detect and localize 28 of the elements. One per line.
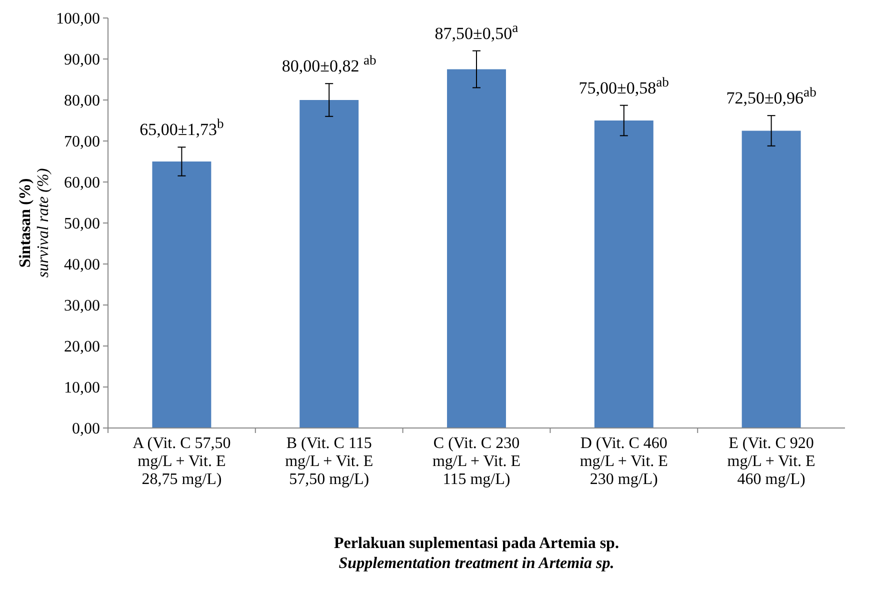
x-tick-label: D (Vit. C 460 mg/L + Vit. E 230 mg/L): [580, 435, 668, 488]
y-tick-label: 20,00: [64, 338, 100, 356]
y-tick-label: 80,00: [64, 92, 100, 110]
y-tick-label: 30,00: [64, 298, 100, 315]
x-tick-label: B (Vit. C 115 mg/L + Vit. E 57,50 mg/L): [285, 435, 374, 488]
y-tick-label: 90,00: [64, 52, 100, 69]
data-label: 72,50±0,96$^{ab}$: [726, 84, 817, 108]
x-tick-label: A (Vit. C 57,50 mg/L + Vit. E 28,75 mg/L): [132, 435, 231, 488]
x-tick-label: C (Vit. C 230 mg/L + Vit. E 115 mg/L): [432, 435, 521, 488]
bar: [594, 120, 654, 428]
y-tick-label: 0,00: [72, 420, 100, 438]
y-tick-label: 50,00: [64, 216, 100, 233]
data-label: 80,00±0,82 $^{ab}$: [282, 52, 377, 76]
x-tick-label: E (Vit. C 920 mg/L + Vit. E 460 mg/L): [727, 435, 816, 488]
bar: [152, 162, 212, 428]
bar: [742, 130, 801, 428]
data-label: 87,50±0,50$^{a}$: [434, 19, 518, 43]
y-axis-title: Sintasan (%) survival rate (%): [17, 168, 52, 278]
y-tick-label: 60,00: [64, 174, 100, 192]
y-tick-label: 10,00: [64, 380, 100, 397]
data-label: 65,00±1,73$^{b}$: [140, 116, 224, 140]
data-label: 75,00±0,58$^{ab}$: [578, 74, 670, 98]
y-tick-label: 70,00: [64, 134, 100, 151]
bar: [300, 100, 359, 428]
bar: [447, 69, 506, 428]
y-tick-label: 40,00: [64, 256, 100, 274]
y-tick-label: 100,00: [56, 10, 100, 28]
x-axis-title: Perlakuan suplementasi pada Artemia sp. Supplementation treatment in Artemia sp.: [334, 535, 619, 572]
